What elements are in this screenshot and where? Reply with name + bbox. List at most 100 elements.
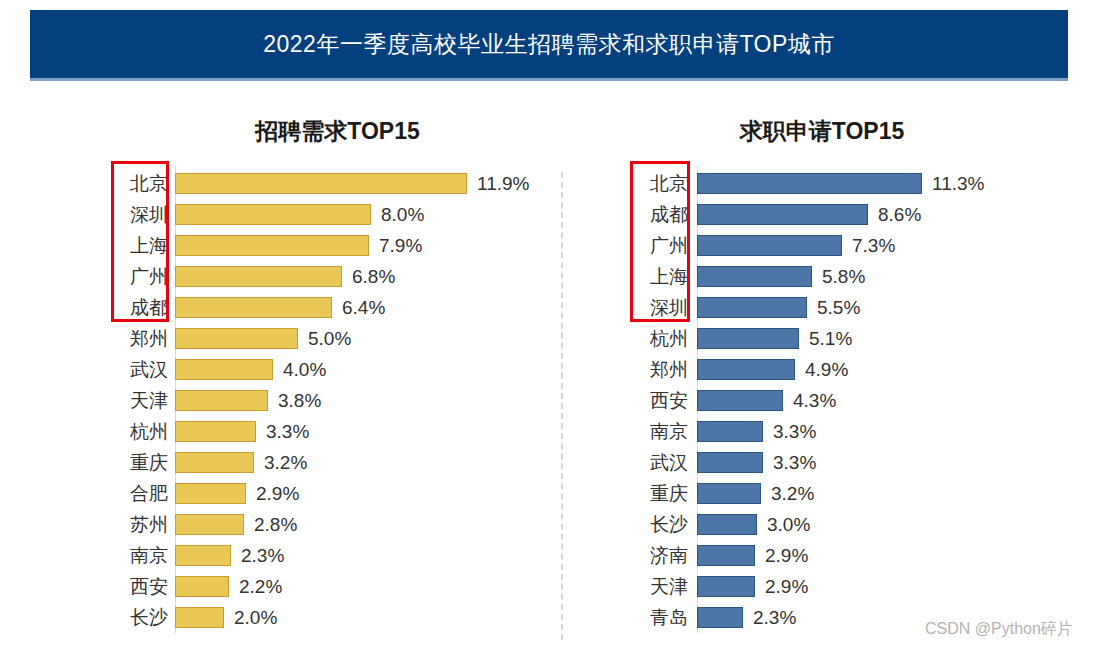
value-label: 4.3% <box>793 390 836 412</box>
bar-row: 天津 2.9% <box>630 571 1095 602</box>
bar-row: 天津3.8% <box>110 385 580 416</box>
charts-divider-dashed-line <box>561 172 563 640</box>
value-label: 3.2% <box>771 483 814 505</box>
bar-row: 郑州5.0% <box>110 323 580 354</box>
category-label: 武汉 <box>110 357 168 383</box>
bar-row: 北京 11.9% <box>110 168 580 199</box>
category-label: 长沙 <box>630 512 688 538</box>
category-label: 合肥 <box>110 481 168 507</box>
category-label: 西安 <box>630 388 688 414</box>
category-label: 武汉 <box>630 450 688 476</box>
category-label: 上海 <box>110 233 168 259</box>
bar <box>697 421 763 442</box>
bar <box>175 545 231 566</box>
bar-row: 长沙 2.0% <box>110 602 580 633</box>
category-label: 长沙 <box>110 605 168 631</box>
category-label: 重庆 <box>630 481 688 507</box>
bar-row: 成都8.6% <box>630 199 1095 230</box>
bar-row: 杭州 5.1% <box>630 323 1095 354</box>
bar <box>697 545 755 566</box>
bar-row: 合肥2.9% <box>110 478 580 509</box>
bar <box>697 235 842 256</box>
category-label: 南京 <box>110 543 168 569</box>
category-label: 苏州 <box>110 512 168 538</box>
bar-row: 广州7.3% <box>630 230 1095 261</box>
bar-row: 深圳 8.0% <box>110 199 580 230</box>
category-label: 上海 <box>630 264 688 290</box>
right-chart-bars: 北京11.3%成都8.6%广州7.3%上海5.8%深圳5.5%杭州5.1%郑州4… <box>630 168 1095 633</box>
value-label: 7.3% <box>852 235 895 257</box>
bar <box>175 607 224 628</box>
value-label: 5.5% <box>817 297 860 319</box>
category-label: 北京 <box>630 171 688 197</box>
bar-row: 郑州4.9% <box>630 354 1095 385</box>
title-banner: 2022年一季度高校毕业生招聘需求和求职申请TOP城市 <box>30 10 1068 81</box>
value-label: 3.3% <box>266 421 309 443</box>
bar <box>175 235 369 256</box>
category-label: 南京 <box>630 419 688 445</box>
value-label: 3.3% <box>773 421 816 443</box>
bar <box>175 359 273 380</box>
category-label: 西安 <box>110 574 168 600</box>
bar-row: 杭州3.3% <box>110 416 580 447</box>
category-label: 济南 <box>630 543 688 569</box>
value-label: 5.1% <box>809 328 852 350</box>
bar-row: 西安2.2% <box>110 571 580 602</box>
bar <box>697 452 763 473</box>
category-label: 北京 <box>110 171 168 197</box>
left-chart-title: 招聘需求TOP15 <box>175 116 500 147</box>
bar-row: 成都6.4% <box>110 292 580 323</box>
value-label: 8.6% <box>878 204 921 226</box>
bar-row: 重庆 3.2% <box>630 478 1095 509</box>
bar-row: 西安 4.3% <box>630 385 1095 416</box>
value-label: 3.3% <box>773 452 816 474</box>
value-label: 4.0% <box>283 359 326 381</box>
category-label: 天津 <box>630 574 688 600</box>
bar <box>175 266 342 287</box>
infographic-page: 2022年一季度高校毕业生招聘需求和求职申请TOP城市 招聘需求TOP15 求职… <box>0 0 1095 649</box>
bar-row: 武汉 3.3% <box>630 447 1095 478</box>
bar <box>175 421 256 442</box>
bar-row: 南京 3.3% <box>630 416 1095 447</box>
category-label: 广州 <box>110 264 168 290</box>
value-label: 2.9% <box>765 545 808 567</box>
value-label: 2.9% <box>765 576 808 598</box>
value-label: 2.0% <box>234 607 277 629</box>
bar <box>175 514 244 535</box>
value-label: 11.9% <box>477 173 529 195</box>
bar <box>697 328 799 349</box>
value-label: 3.0% <box>767 514 810 536</box>
bar-row: 北京11.3% <box>630 168 1095 199</box>
watermark-text: CSDN @Python碎片 <box>925 619 1073 640</box>
category-label: 杭州 <box>630 326 688 352</box>
value-label: 6.8% <box>352 266 395 288</box>
category-label: 成都 <box>110 295 168 321</box>
category-label: 深圳 <box>630 295 688 321</box>
value-label: 7.9% <box>379 235 422 257</box>
bar <box>697 359 795 380</box>
bar <box>175 483 246 504</box>
value-label: 4.9% <box>805 359 848 381</box>
value-label: 8.0% <box>381 204 424 226</box>
bar-row: 苏州 2.8% <box>110 509 580 540</box>
bar <box>697 576 755 597</box>
category-label: 深圳 <box>110 202 168 228</box>
value-label: 2.3% <box>241 545 284 567</box>
bar <box>697 173 922 194</box>
bar-row: 深圳 5.5% <box>630 292 1095 323</box>
bar <box>697 297 807 318</box>
bar-row: 武汉 4.0% <box>110 354 580 385</box>
category-label: 天津 <box>110 388 168 414</box>
right-chart-title: 求职申请TOP15 <box>697 116 947 147</box>
page-title: 2022年一季度高校毕业生招聘需求和求职申请TOP城市 <box>30 10 1068 78</box>
bar <box>697 514 757 535</box>
bar <box>175 576 229 597</box>
bar <box>697 390 783 411</box>
bar-row: 上海 7.9% <box>110 230 580 261</box>
bar-row: 南京 2.3% <box>110 540 580 571</box>
value-label: 3.2% <box>264 452 307 474</box>
bar <box>175 297 332 318</box>
value-label: 2.8% <box>254 514 297 536</box>
category-label: 郑州 <box>110 326 168 352</box>
category-label: 青岛 <box>630 605 688 631</box>
